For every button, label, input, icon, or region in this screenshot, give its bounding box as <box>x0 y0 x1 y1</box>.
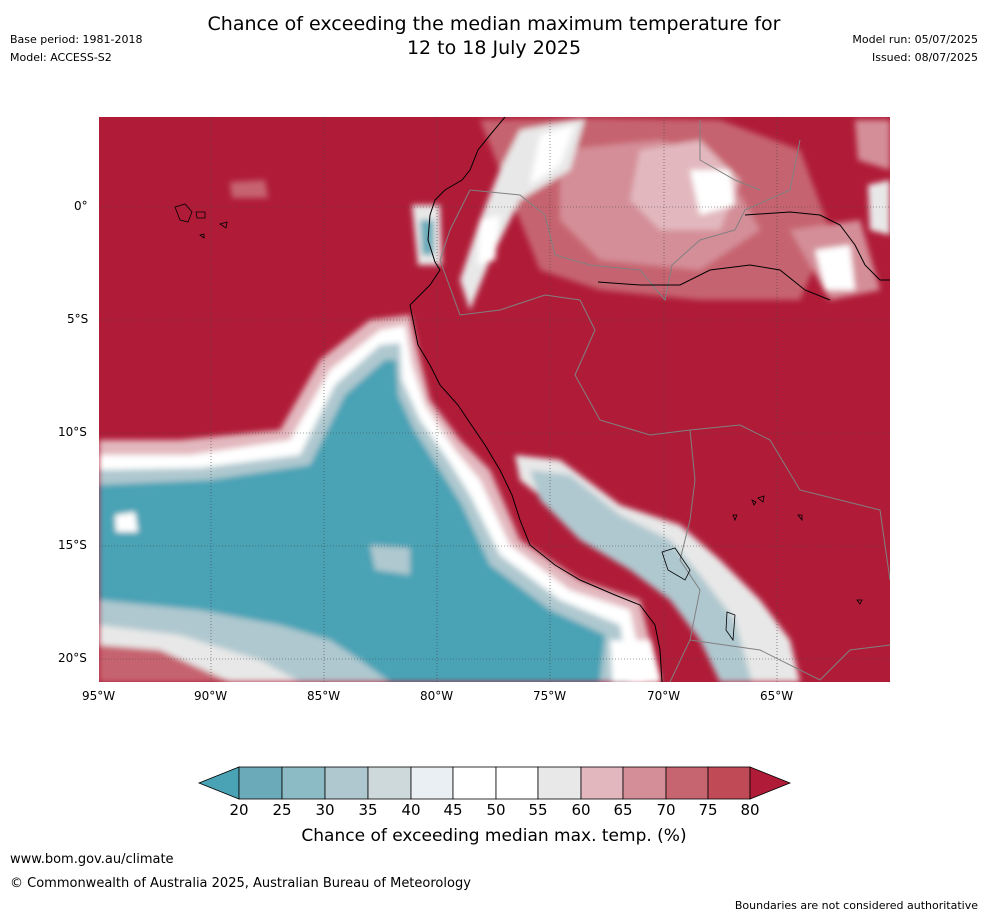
meta-right: Model run: 05/07/2025 Issued: 08/07/2025 <box>852 31 978 67</box>
cb-label-25: 25 <box>272 801 292 819</box>
pacific-cold-tongue <box>99 315 660 682</box>
base-period: Base period: 1981-2018 <box>10 33 143 46</box>
cb-label-50: 50 <box>486 801 506 819</box>
lon-tick-85w: 85°W <box>307 689 341 703</box>
cb-label-70: 70 <box>656 801 676 819</box>
model-run: Model run: 05/07/2025 <box>852 33 978 46</box>
lat-tick-10s: 10°S <box>58 425 87 439</box>
cb-label-30: 30 <box>315 801 335 819</box>
graticule <box>99 117 890 682</box>
andes-band-teal <box>530 470 752 682</box>
model-name: Model: ACCESS-S2 <box>10 51 112 64</box>
issued-date: Issued: 08/07/2025 <box>871 51 978 64</box>
lon-tick-90w: 90°W <box>194 689 228 703</box>
meta-left: Base period: 1981-2018 Model: ACCESS-S2 <box>10 31 142 67</box>
lon-tick-65w: 65°W <box>760 689 794 703</box>
cb-bin-30-35 <box>324 766 369 800</box>
cb-bin-60-65 <box>580 766 624 800</box>
country-boundaries <box>439 120 890 682</box>
andean-cool-band <box>515 455 800 682</box>
tongue-core-20 <box>99 360 605 682</box>
cb-label-35: 35 <box>358 801 378 819</box>
title-line-1: Chance of exceeding the median maximum t… <box>207 13 781 35</box>
footer-boundaries-note: Boundaries are not considered authoritat… <box>734 899 978 912</box>
east-white <box>815 245 855 290</box>
cb-bin-55-60 <box>537 766 582 800</box>
colorbar <box>197 766 792 800</box>
lake-poopo <box>725 611 736 642</box>
cb-label-80: 80 <box>740 801 760 819</box>
lake-titicaca <box>661 547 691 581</box>
colombia-white <box>530 125 575 185</box>
galapagos-pink <box>230 180 268 198</box>
cb-label-20: 20 <box>229 801 249 819</box>
ne-white <box>868 180 890 235</box>
colorbar-over-arrow <box>749 766 792 800</box>
tongue-south-red <box>99 645 230 682</box>
colorbar-title: Chance of exceeding median max. temp. (%… <box>301 826 687 846</box>
tongue-inner-patch <box>370 545 410 575</box>
cb-bin-65-70 <box>622 766 667 800</box>
cb-bin-35-40 <box>367 766 412 800</box>
cb-label-45: 45 <box>443 801 463 819</box>
cb-label-65: 65 <box>613 801 633 819</box>
cb-bin-75-80 <box>707 766 751 800</box>
lakes-islands <box>174 203 863 642</box>
lon-tick-95w: 95°W <box>82 689 116 703</box>
lat-tick-20s: 20°S <box>58 651 87 665</box>
lat-tick-5s: 5°S <box>67 312 89 326</box>
ne-band <box>855 120 890 170</box>
cb-bin-45-50 <box>452 766 497 800</box>
title-line-2: 12 to 18 July 2025 <box>406 37 582 59</box>
lon-tick-70w: 70°W <box>647 689 681 703</box>
northern-moderate-region <box>230 118 890 310</box>
lon-tick-80w: 80°W <box>420 689 454 703</box>
andes-south-white <box>610 640 660 682</box>
coastal-teal <box>420 220 434 255</box>
tongue-white-patch <box>115 512 138 532</box>
lat-tick-0: 0° <box>74 199 88 213</box>
cb-bin-25-30 <box>281 766 326 800</box>
north-white-patch <box>690 170 735 215</box>
footer-url[interactable]: www.bom.gov.au/climate <box>10 852 174 867</box>
map-title: Chance of exceeding the median maximum t… <box>0 12 988 60</box>
probability-field <box>99 117 890 682</box>
cb-label-55: 55 <box>528 801 548 819</box>
colombia-white-2 <box>478 215 500 265</box>
cb-label-40: 40 <box>401 801 421 819</box>
colorbar-under-arrow <box>197 766 240 800</box>
lat-tick-15s: 15°S <box>58 538 87 552</box>
cb-bin-70-75 <box>665 766 709 800</box>
coastline <box>409 117 890 682</box>
cb-bin-50-55 <box>495 766 539 800</box>
lon-tick-75w: 75°W <box>533 689 567 703</box>
cb-bin-20-25 <box>238 766 283 800</box>
cb-bin-40-45 <box>410 766 454 800</box>
footer-copyright: © Commonwealth of Australia 2025, Austra… <box>10 876 471 891</box>
cb-label-75: 75 <box>698 801 718 819</box>
cb-label-60: 60 <box>571 801 591 819</box>
